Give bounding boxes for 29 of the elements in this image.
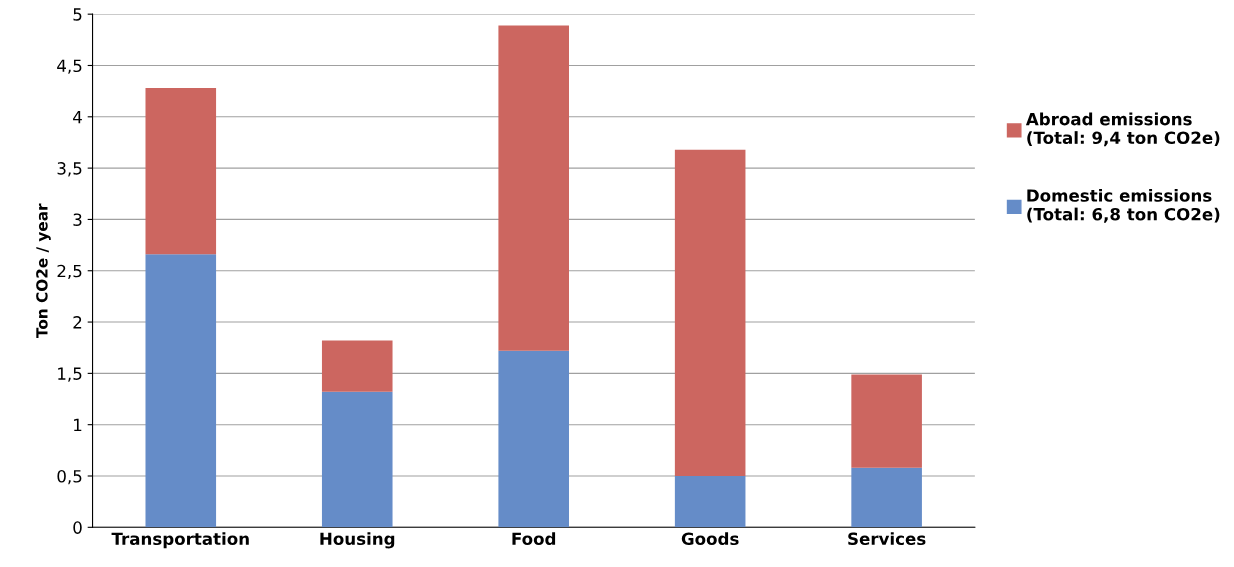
bar: [498, 25, 569, 351]
bar: [498, 350, 569, 528]
x-tick-label: Housing: [320, 532, 395, 549]
bar: [145, 254, 217, 528]
y-axis-title: Ton CO2e / year: [36, 203, 51, 338]
y-tick-label: 0: [73, 521, 82, 534]
y-tick-label: 1: [74, 418, 82, 432]
y-tick-label: 3,5: [57, 162, 82, 177]
y-tick-label: 4,5: [57, 59, 82, 74]
y-tick-label: 2: [73, 316, 82, 329]
legend-label: Domestic emissions (Total: 6,8 ton CO2e): [1027, 188, 1220, 223]
y-tick-label: 0,5: [57, 469, 82, 485]
y-tick-label: 5: [73, 8, 82, 21]
bar: [674, 149, 746, 476]
x-tick-label: Transportation: [111, 532, 249, 549]
y-tick-label: 2,5: [57, 264, 82, 280]
bar: [145, 88, 217, 255]
bar: [321, 340, 393, 392]
x-tick-label: Services: [848, 532, 926, 546]
x-tick-label: Food: [512, 532, 556, 546]
y-tick-label: 1,5: [58, 367, 82, 382]
bar: [674, 476, 746, 528]
bar: [851, 374, 922, 468]
y-tick-label: 3: [73, 213, 82, 226]
bar: [321, 391, 393, 528]
bar: [851, 467, 922, 528]
y-tick-label: 4: [73, 110, 82, 124]
legend-label: Abroad emissions (Total: 9,4 ton CO2e): [1025, 112, 1220, 147]
x-tick-label: Goods: [681, 532, 739, 546]
